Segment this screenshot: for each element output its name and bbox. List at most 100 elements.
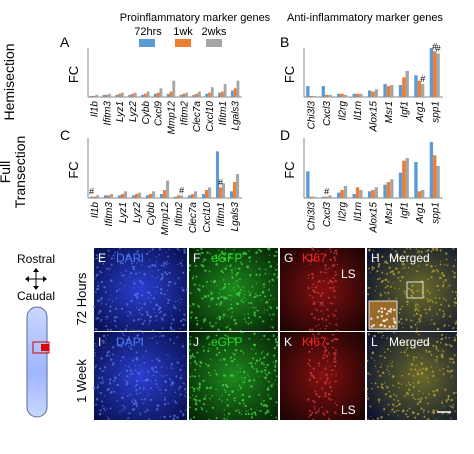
micro-image: [94, 332, 187, 420]
caudal-label: Caudal: [17, 289, 55, 303]
bar-b-chi3l3-2wks: [312, 95, 317, 97]
bar-a-cxcl9-2wks: [159, 88, 163, 97]
bar-d-il2rg-2wks: [343, 186, 348, 198]
micro-image: [367, 332, 457, 420]
bar-a-mmp12-72hrs: [166, 93, 170, 97]
bar-b-alox15-72hrs: [367, 90, 372, 97]
chart-panel-c: CFC# ##Il1b Ifitm3 Lyz1 Lyz2 Cybb Mmp12 Ifitm2 C…: [60, 127, 242, 235]
chart-panel-d: D FC # Chi3l3 Cxcl3 Il2rg Il1rn Alox15 Msr1 Igf1 A…: [280, 127, 443, 234]
tick-label-d-cxcl3: Cxcl3: [322, 202, 333, 227]
tick-label-c-ifitm1: Ifitm1: [216, 202, 227, 226]
tick-label-b-arg1: Arg1: [415, 101, 426, 123]
bar-d-alox15-72hrs: [367, 191, 372, 198]
bar-a-cxcl10-2wks: [210, 87, 214, 97]
bar-b-spp1-2wks: [436, 53, 440, 97]
legend: 72hrs 1wk 2wks: [134, 26, 227, 47]
bar-c-mmp12-1wk: [163, 190, 167, 198]
bar-a-ifitm1-1wk: [220, 91, 224, 97]
spinal-cord-schematic: [26, 306, 48, 418]
bar-b-spp1-1wk: [433, 51, 437, 97]
bar-a-cxcl9-72hrs: [153, 93, 157, 97]
bar-b-chi3l3-72hrs: [306, 86, 310, 97]
bar-d-msr1-2wks: [390, 179, 394, 198]
bar-d-arg1-2wks: [420, 190, 425, 198]
rostral-label: Rostral: [17, 252, 55, 266]
bar-c-cxcl10-72hrs: [201, 194, 205, 198]
arrowhead-right: [43, 276, 47, 282]
row-label-full: Full: [0, 161, 13, 184]
legend-label-2wks: 2wks: [201, 26, 227, 38]
bar-a-cybb-2wks: [146, 91, 150, 97]
tick-label-a-cxcl10: Cxcl10: [205, 101, 216, 132]
micro-letter-g: G: [284, 251, 293, 265]
bar-b-arg1-2wks: [420, 83, 425, 97]
bar-a-il1b-72hrs: [89, 95, 93, 97]
bar-b-il2rg-72hrs: [337, 93, 341, 97]
panel-letter-a: A: [60, 34, 70, 50]
annotation-hash: #: [420, 74, 425, 84]
bar-a-lyz1-2wks: [121, 92, 124, 97]
bar-b-spp1-72hrs: [429, 48, 434, 97]
tick-label-c-mmp12: Mmp12: [160, 202, 171, 236]
bar-a-cybb-72hrs: [141, 94, 144, 97]
bar-c-ifitm3-2wks: [110, 194, 114, 198]
micro-letter-i: I: [98, 335, 101, 349]
bar-c-il1b-1wk: [93, 196, 97, 198]
tick-label-a-lgals3: Lgals3: [231, 101, 242, 131]
bar-d-il1rn-2wks: [359, 190, 363, 198]
micro-channel-label: DAPI: [116, 251, 144, 265]
cell-texture: [307, 332, 339, 421]
cell-texture: [307, 247, 338, 333]
bar-c-cybb-1wk: [149, 194, 153, 198]
bar-d-alox15-1wk: [371, 190, 375, 198]
annotation-hash: #: [436, 43, 441, 53]
bar-a-lgals3-72hrs: [230, 90, 234, 97]
bar-d-chi3l3-2wks: [312, 196, 317, 198]
tick-label-b-il2rg: Il2rg: [338, 101, 349, 121]
micro-row-label-72-hours: 72 Hours: [74, 272, 89, 325]
panel-letter-c: C: [60, 127, 70, 143]
tick-label-b-msr1: Msr1: [384, 101, 395, 123]
bar-b-msr1-72hrs: [383, 83, 387, 97]
tick-label-c-cybb: Cybb: [146, 202, 157, 226]
bar-d-il1rn-72hrs: [352, 194, 356, 198]
bar-d-arg1-1wk: [417, 191, 421, 198]
bar-c-lyz2-72hrs: [131, 195, 135, 198]
bar-d-cxcl3-1wk: [324, 196, 329, 198]
tick-label-a-ifitm3: Ifitm3: [102, 101, 113, 126]
bar-d-chi3l3-1wk: [309, 196, 313, 198]
bar-c-cxcl10-1wk: [205, 190, 209, 198]
legend-label-72hrs: 72hrs: [134, 26, 162, 38]
micro-channel-label: eGFP: [211, 335, 242, 349]
tick-label-d-spp1: spp1: [430, 202, 441, 224]
bar-a-lyz1-1wk: [118, 93, 122, 97]
cell-texture: [92, 247, 188, 333]
tick-label-b-cxcl3: Cxcl3: [322, 101, 333, 126]
bar-c-lyz2-1wk: [135, 194, 139, 198]
micro-channel-label: eGFP: [211, 251, 242, 265]
micro-panel-l: L Merged: [366, 331, 458, 421]
tick-label-c-il1b: Il1b: [90, 202, 101, 219]
micro-letter-l: L: [371, 335, 378, 349]
micro-letter-h: H: [371, 251, 380, 265]
annotation-hash: #: [432, 41, 437, 51]
row-label-hemisection: Hemisection: [1, 43, 17, 120]
bar-d-il1rn-1wk: [355, 187, 360, 198]
bar-c-lyz1-2wks: [124, 191, 128, 198]
micro-panel-h: H Merged: [367, 247, 458, 332]
orientation-schematic: Rostral Caudal: [17, 252, 55, 418]
bar-a-mmp12-1wk: [169, 91, 173, 97]
bar-d-spp1-1wk: [433, 155, 437, 198]
bar-c-ifitm1-72hrs: [215, 151, 219, 198]
micro-channel-label: DAPI: [116, 335, 144, 349]
bar-d-spp1-72hrs: [429, 142, 434, 198]
bar-c-cybb-72hrs: [145, 195, 149, 198]
bar-b-arg1-72hrs: [414, 75, 418, 97]
tick-label-a-clec7a: Clec7a: [192, 101, 203, 133]
tick-label-d-msr1: Msr1: [384, 202, 395, 224]
bar-a-lgals3-1wk: [233, 88, 237, 97]
